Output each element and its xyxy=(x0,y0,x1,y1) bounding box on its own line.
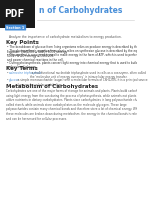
Text: • The photosynthesis equation from plants relies on synthesize glucose is descri: • The photosynthesis equation from plant… xyxy=(7,49,147,58)
Text: • Glucose that is consumed is used to make energy in the form of ATP, which is u: • Glucose that is consumed is used to ma… xyxy=(7,53,147,62)
Text: glucose: glucose xyxy=(9,78,20,82)
Text: •: • xyxy=(7,78,10,82)
Text: Key Points: Key Points xyxy=(6,40,38,45)
Text: Key Terms: Key Terms xyxy=(6,66,37,70)
Text: : a simple monosaccharide (sugar) with a molecular formula of C6H12O6; it is a p: : a simple monosaccharide (sugar) with a… xyxy=(16,78,148,87)
Text: : a multifunctional nucleotide triphosphate used in cells as a coenzyme, often c: : a multifunctional nucleotide triphosph… xyxy=(30,70,146,79)
Text: Metabolism of Carbohydrates: Metabolism of Carbohydrates xyxy=(6,84,98,89)
Text: Section 1: Section 1 xyxy=(6,26,25,30)
FancyBboxPatch shape xyxy=(5,25,26,30)
FancyBboxPatch shape xyxy=(0,0,35,28)
Text: Analyze the importance of carbohydrate metabolism to energy production.: Analyze the importance of carbohydrate m… xyxy=(9,35,122,39)
Text: • The breakdown of glucose from living organisms relies on produce energy is des: • The breakdown of glucose from living o… xyxy=(7,45,139,54)
Text: PDF: PDF xyxy=(5,9,25,19)
Text: • During photosynthesis, plants convert light energy into chemical energy that i: • During photosynthesis, plants convert … xyxy=(7,61,138,69)
Text: n of Carbohydrates: n of Carbohydrates xyxy=(39,6,122,14)
Text: adenosine triphosphate: adenosine triphosphate xyxy=(9,70,42,74)
Text: Carbohydrates are one of the major forms of storage for animals and plants. Plan: Carbohydrates are one of the major forms… xyxy=(6,89,147,121)
Text: •: • xyxy=(7,70,10,74)
